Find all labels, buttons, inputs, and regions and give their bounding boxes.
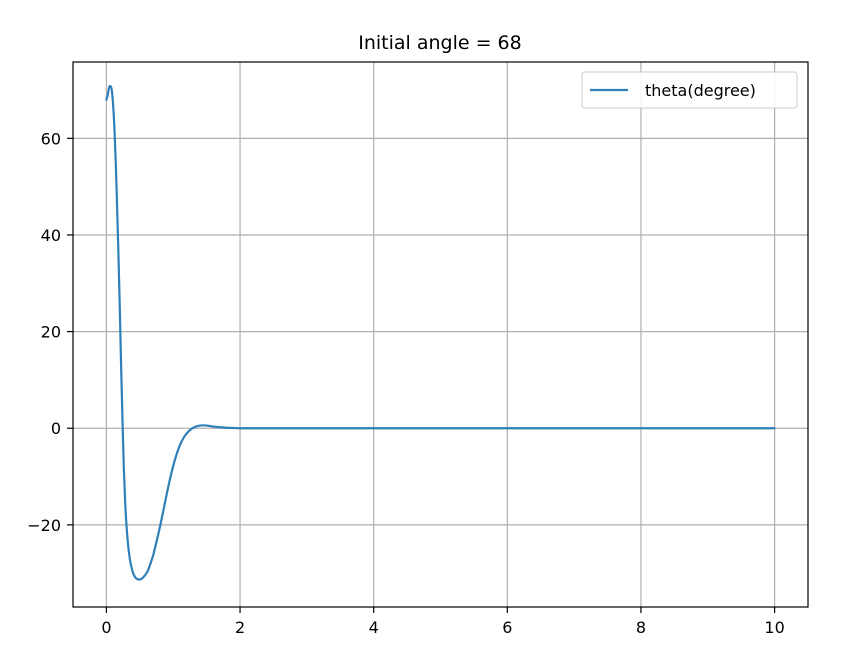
x-tick-label: 4 [369,618,379,637]
x-tick-label: 10 [764,618,784,637]
x-tick-label: 2 [235,618,245,637]
series-line-theta [105,84,776,581]
grid [73,62,808,607]
legend: theta(degree) [581,71,798,109]
y-tick-label: 60 [41,129,61,148]
x-tick-label: 0 [101,618,111,637]
ticks: 0 2 4 6 8 10 −20 0 20 40 60 [27,129,785,637]
y-tick-label: −20 [27,516,61,535]
y-tick-label: 0 [51,419,61,438]
legend-label: theta(degree) [645,81,756,100]
x-tick-label: 8 [636,618,646,637]
y-tick-label: 40 [41,226,61,245]
chart-title: Initial angle = 68 [358,32,522,54]
x-tick-label: 6 [502,618,512,637]
legend-box [581,71,798,109]
plot-frame [72,61,809,608]
series-layer [105,84,776,581]
y-tick-label: 20 [41,323,61,342]
